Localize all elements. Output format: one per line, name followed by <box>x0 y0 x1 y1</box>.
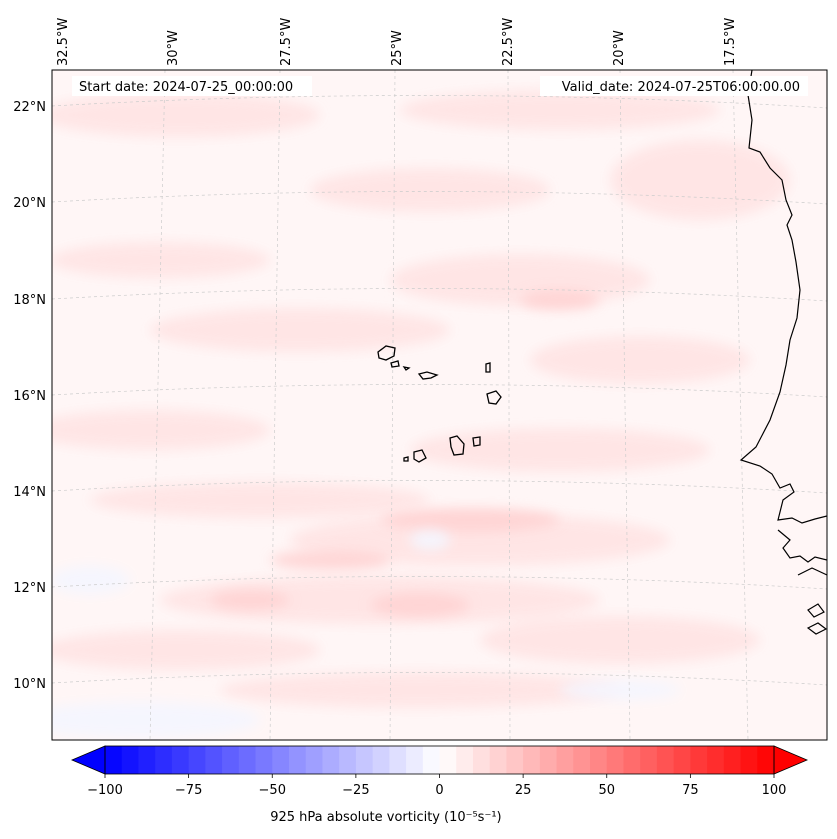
colorbar-segment <box>506 746 524 774</box>
colorbar-tick-label: −100 <box>87 783 123 798</box>
cape-verde-islands <box>377 345 502 463</box>
lat-label-18n: 18°N <box>13 293 46 308</box>
colorbar-ticks: −100 −75 −50 −25 0 25 50 75 100 <box>87 774 786 798</box>
map-panel <box>51 69 828 741</box>
lat-label-14n: 14°N <box>13 485 46 500</box>
colorbar-tick-label: 0 <box>435 783 443 798</box>
colorbar-segment <box>740 746 758 774</box>
colorbar-tick-label: 50 <box>598 783 615 798</box>
colorbar-segment <box>238 746 257 774</box>
colorbar-segment <box>590 746 608 774</box>
colorbar-segment <box>272 746 290 774</box>
colorbar-segment <box>255 746 273 774</box>
valid-date-label: Valid_date: 2024-07-25T06:00:00.00 <box>562 80 800 95</box>
lon-label-30w: 30°W <box>166 30 181 66</box>
colorbar-segment <box>155 746 173 774</box>
colorbar-segment <box>723 746 742 774</box>
map-frame <box>51 69 828 741</box>
lat-gridlines <box>52 95 827 686</box>
colorbar-segment <box>372 746 390 774</box>
colorbar-tick-label: 25 <box>515 783 532 798</box>
lat-label-12n: 12°N <box>13 581 46 596</box>
colorbar-segment <box>539 746 558 774</box>
colorbar-tick-label: −75 <box>175 783 202 798</box>
colorbar-segment <box>389 746 407 774</box>
colorbar-segment <box>439 746 457 774</box>
start-date-label: Start date: 2024-07-25_00:00:00 <box>79 80 293 95</box>
colorbar-segment <box>188 746 206 774</box>
colorbar-segment <box>288 746 307 774</box>
colorbar-segment <box>456 746 474 774</box>
lon-label-25w: 25°W <box>390 30 405 66</box>
colorbar-segment <box>322 746 340 774</box>
lat-label-16n: 16°N <box>13 389 46 404</box>
colorbar-min-extend <box>70 745 106 775</box>
colorbar-tick-label: −50 <box>259 783 286 798</box>
lat-label-10n: 10°N <box>13 677 46 692</box>
lat-label-22n: 22°N <box>13 100 46 115</box>
colorbar-segment <box>205 746 223 774</box>
colorbar-segment <box>673 746 691 774</box>
colorbar: −100 −75 −50 −25 0 25 50 75 100 925 hPa absolute… <box>70 745 809 825</box>
colorbar-segment <box>121 746 140 774</box>
lon-labels: 32.5°W 30°W 27.5°W 25°W 22.5°W 20°W 17.5… <box>56 18 738 66</box>
valid-date-box <box>540 76 808 96</box>
lat-labels: 22°N 20°N 18°N 16°N 14°N 12°N 10°N <box>13 100 46 692</box>
colorbar-segment <box>305 746 324 774</box>
colorbar-segment <box>690 746 708 774</box>
colorbar-segment <box>406 746 424 774</box>
colorbar-segment <box>656 746 675 774</box>
africa-coastline <box>739 70 827 524</box>
colorbar-segments <box>105 746 775 774</box>
lon-label-22-5w: 22.5°W <box>501 18 516 66</box>
colorbar-segment <box>556 746 574 774</box>
colorbar-segment <box>355 746 374 774</box>
colorbar-segment <box>523 746 541 774</box>
colorbar-tick-label: 100 <box>762 783 787 798</box>
colorbar-label: 925 hPa absolute vorticity <box>270 810 440 825</box>
lon-label-27-5w: 27.5°W <box>279 18 294 66</box>
lon-gridlines <box>52 70 749 740</box>
colorbar-units: (10⁻⁵s⁻¹) <box>444 810 502 825</box>
colorbar-segment <box>422 746 441 774</box>
colorbar-segment <box>707 746 725 774</box>
colorbar-segment <box>489 746 508 774</box>
colorbar-segment <box>171 746 190 774</box>
colorbar-segment <box>138 746 156 774</box>
colorbar-segment <box>606 746 625 774</box>
lon-label-32-5w: 32.5°W <box>56 18 71 66</box>
colorbar-segment <box>472 746 491 774</box>
colorbar-segment <box>640 746 658 774</box>
colorbar-max-extend <box>773 745 809 775</box>
start-date-box <box>72 76 312 96</box>
colorbar-segment <box>573 746 591 774</box>
colorbar-segment <box>757 746 775 774</box>
colorbar-tick-label: −25 <box>342 783 369 798</box>
vorticity-field <box>52 70 827 740</box>
colorbar-segment <box>105 746 123 774</box>
colorbar-tick-label: 75 <box>682 783 699 798</box>
colorbar-segment <box>339 746 357 774</box>
lat-label-20n: 20°N <box>13 196 46 211</box>
lon-label-20w: 20°W <box>612 30 627 66</box>
colorbar-segment <box>623 746 641 774</box>
lon-label-17-5w: 17.5°W <box>723 18 738 66</box>
colorbar-segment <box>222 746 240 774</box>
